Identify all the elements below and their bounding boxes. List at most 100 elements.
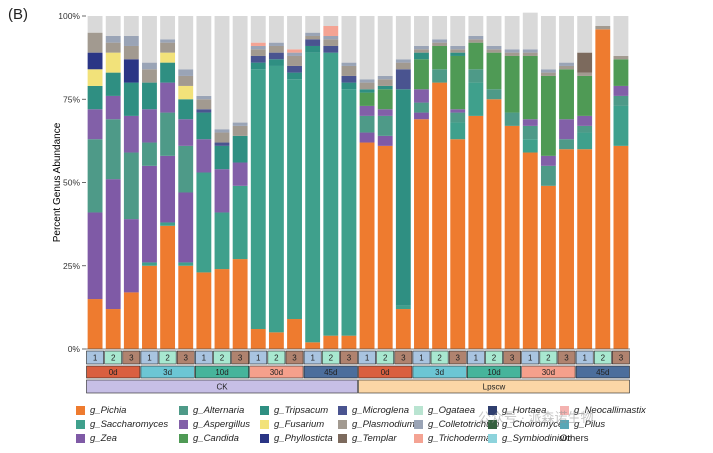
replicate-cell [376,350,395,365]
bar-segment [486,45,502,50]
replicate-label: 2 [437,354,442,363]
bar-segment [450,122,466,140]
bar-segment [468,69,484,83]
bar-segment [250,55,266,63]
bar-segment [468,16,484,36]
bar-segment [305,342,321,349]
replicate-cell [86,350,104,365]
bar-segment [87,16,103,33]
bar-segment [359,132,375,143]
replicate-cell [430,350,449,365]
replicate-cell [231,350,249,365]
legend-item: g_Fusarium [260,418,324,431]
legend-swatch [76,420,85,429]
bar-segment [341,62,357,66]
bar-segment [450,45,466,50]
bar-segment [432,69,448,83]
bar-segment [232,259,248,349]
bar-segment [142,262,157,266]
bar-segment [559,119,574,140]
bar-segment [323,52,339,336]
bar-segment [123,16,139,36]
bar-segment [468,42,484,70]
replicate-cell [213,350,231,365]
bar-segment [395,16,411,60]
bar-segment [540,155,556,166]
bar-segment [341,82,357,90]
bar-segment [577,52,593,73]
bar-segment [559,139,574,150]
replicate-cell [303,350,322,365]
bar-segment [287,79,302,320]
bar-segment [377,79,393,86]
replicate-label: 1 [93,354,98,363]
bar-segment [341,89,357,336]
legend-label: g_Candida [193,433,239,444]
bar-segment [268,65,284,333]
bar-segment [250,42,266,46]
replicate-cell [412,350,431,365]
legend-item: g_Neocallimastix [560,404,646,417]
bar-segment [395,62,411,70]
bar-segment [232,122,248,126]
bar-segment [123,82,139,116]
time-group-label: 10d [215,368,228,377]
bar-segment [214,16,230,130]
bar-segment [468,35,484,40]
legend-item: g_Colletotrichum [414,418,499,431]
replicate-label: 1 [528,354,533,363]
bar-segment [395,69,411,90]
bar-segment [178,262,194,266]
time-group-cell [303,365,358,379]
bar-segment [196,95,212,100]
replicate-cell [340,350,358,365]
bar-segment [178,75,194,86]
time-group-label: 3d [163,368,172,377]
bar-segment [395,305,411,310]
legend-label: g_Tripsacum [274,405,329,416]
bar-segment [178,69,194,76]
bar-segment [250,62,266,70]
bar-segment [250,49,266,56]
bar-segment [105,42,121,53]
bar-segment [432,45,448,70]
legend-item: g_Zea [76,432,117,445]
replicate-cell [195,350,213,365]
replicate-label: 1 [582,354,587,363]
legend-item: g_Microglena [338,404,409,417]
bar-segment [196,272,212,349]
legend-swatch [76,434,85,443]
bar-segment [305,39,321,46]
bar-segment [595,16,611,26]
bar-segment [178,99,194,120]
legend-label: g_Symbiodinium [502,433,573,444]
bar-segment [268,45,284,53]
bar-segment [377,85,393,90]
bar-segment [178,145,194,193]
bar-segment [559,69,574,120]
bar-segment [486,89,502,100]
bar-segment [87,109,103,140]
legend-item: g_Alternaria [179,404,244,417]
bar-segment [540,165,556,186]
y-axis-label: Percent Genus Abundance [52,122,63,242]
bar-segment [160,52,176,63]
bar-segment [196,99,212,110]
time-group-cell [358,365,413,379]
bar-segment [577,115,593,126]
bar-segment [232,185,248,260]
bar-segment [504,112,520,126]
replicate-cell [158,350,177,365]
legend-item: g_Aspergillus [179,418,250,431]
bar-segment [160,16,176,40]
bar-segment [432,42,448,46]
bar-segment [105,16,121,36]
bar-segment [142,265,157,349]
bar-segment [504,16,520,50]
treatment-label: Lpscw [483,383,506,392]
bar-segment [359,16,375,80]
bar-segment [613,59,629,86]
legend-swatch [338,434,347,443]
bar-segment [287,49,302,53]
bar-segment [414,49,429,53]
